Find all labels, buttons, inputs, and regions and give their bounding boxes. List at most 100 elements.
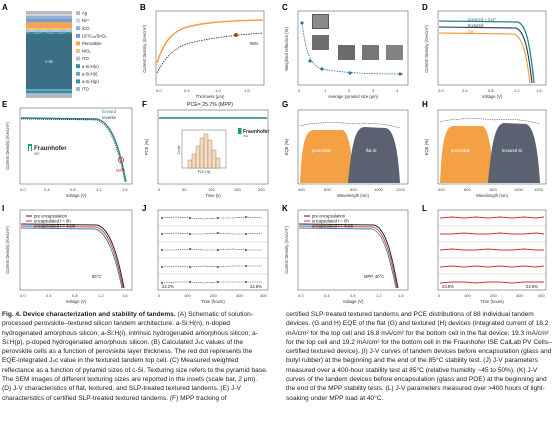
layer-label: ITO [82, 87, 90, 92]
x-axis-label: Time (hours) [480, 299, 504, 304]
panel-letter: D [422, 3, 428, 12]
y-axis-label: EQE (%) [284, 138, 289, 155]
svg-text:1.6: 1.6 [536, 88, 542, 93]
chart-title: PCE= 25.7% (MPP) [187, 102, 233, 108]
panel-letter: A [2, 3, 8, 12]
svg-text:1: 1 [324, 88, 327, 93]
svg-text:1.6: 1.6 [122, 187, 128, 192]
annotation: 95% [250, 41, 259, 46]
svg-text:ISE: ISE [34, 152, 40, 156]
sem-image [362, 45, 379, 60]
y-axis-label: Current Density (mA/cm²) [284, 226, 289, 274]
x-axis-label: Voltage (V) [66, 193, 87, 198]
region-label: perovskite [451, 148, 471, 153]
layer-legend: Ag Ni²⁺ ICO LiF/C₆₀/SnO₂ Perovskite NiOₓ ITO a-… [76, 11, 107, 92]
layer-label: NiOₓ [82, 49, 91, 54]
svg-text:0: 0 [298, 88, 301, 93]
panel-letter: I [2, 204, 5, 213]
svg-text:150: 150 [234, 187, 241, 192]
caption-left-column: Fig. 4. Device characterization and stab… [2, 310, 268, 403]
x-axis-label: Voltage (V) [343, 299, 364, 304]
svg-text:400: 400 [538, 293, 545, 298]
region-label: textured Si [502, 148, 522, 153]
svg-text:0.0: 0.0 [156, 88, 162, 93]
fraunhofer-logo: Fraunhofer ISE [28, 144, 67, 156]
legend-item: reverse [102, 115, 117, 120]
svg-text:100: 100 [208, 187, 215, 192]
panel-b: B 95% 0.0 0.5 1.0 1.5 Thickness (μm) Curren… [140, 3, 270, 101]
start-value: 23.6% [442, 284, 454, 289]
panel-letter: J [142, 204, 147, 213]
tandem-schematic: c-Si Ag Ni²⁺ ICO LiF/C₆₀/SnO₂ Perovskite NiOₓ… [25, 11, 107, 98]
svg-text:1.6: 1.6 [122, 293, 128, 298]
svg-text:Fraunhofer: Fraunhofer [243, 129, 269, 135]
layer-label: a-Si:H(i) [82, 71, 98, 76]
svg-text:600: 600 [324, 187, 331, 192]
svg-text:1.2: 1.2 [96, 187, 102, 192]
legend-item: pre encapsulation [34, 214, 68, 219]
svg-text:100: 100 [464, 293, 471, 298]
panel-h: H perovskite textured Si 400 600 800 1000 12… [422, 100, 552, 200]
svg-text:0.0: 0.0 [20, 187, 26, 192]
layer-swatch [76, 33, 80, 38]
layer-label: Perovskite [82, 41, 102, 46]
caption-right-column: certified SLP-treated textured tandems a… [286, 310, 552, 403]
svg-text:1000: 1000 [374, 187, 384, 192]
layer-label: ITO [82, 56, 90, 61]
layer-swatch [76, 26, 80, 31]
svg-text:0.4: 0.4 [44, 187, 50, 192]
svg-text:1000: 1000 [514, 187, 524, 192]
panel-letter: G [282, 100, 289, 109]
panel-k: K pre encapsulation encapsulated t = 0h … [282, 204, 414, 306]
svg-text:200: 200 [258, 187, 265, 192]
svg-text:400: 400 [298, 187, 305, 192]
x-axis-label: Time (s) [205, 193, 221, 198]
svg-text:1.2: 1.2 [98, 293, 104, 298]
legend-item: encapsulated t = 0h [34, 219, 71, 224]
svg-text:PCE (%): PCE (%) [198, 170, 210, 174]
y-axis-label: PCE (%) [144, 138, 149, 155]
panel-letter: E [2, 100, 8, 109]
svg-text:2: 2 [348, 88, 351, 93]
layer-swatch [76, 18, 80, 23]
svg-text:0.8: 0.8 [488, 88, 494, 93]
panel-l: L 23.6% 23.9% 0 100 200 300 400 Time (hours) [422, 204, 552, 306]
svg-text:400: 400 [260, 293, 267, 298]
panel-j: J 22.2% 22.8% 0 100 200 300 400 Time (hours) [142, 204, 274, 306]
y-axis-label: EQE (%) [424, 138, 429, 155]
svg-text:1200: 1200 [396, 187, 406, 192]
svg-text:0.0: 0.0 [298, 293, 304, 298]
caption-text: certified SLP-treated textured tandems a… [286, 311, 552, 402]
panel-letter: B [140, 3, 146, 12]
svg-text:600: 600 [464, 187, 471, 192]
pce-histogram: Count PCE (%) [177, 129, 227, 174]
y-axis-label: Current Density (mA/cm²) [5, 122, 10, 170]
legend-item: flat [468, 29, 474, 34]
svg-text:0.4: 0.4 [46, 293, 52, 298]
end-value: 23.9% [526, 284, 538, 289]
svg-text:3: 3 [372, 88, 375, 93]
svg-text:800: 800 [490, 187, 497, 192]
panel-letter: H [422, 100, 428, 109]
layer-swatch [76, 64, 80, 69]
bulk-label: c-Si [45, 59, 52, 64]
region-label: perovskite [312, 148, 332, 153]
x-axis-label: Thickness (μm) [196, 94, 225, 99]
legend-item: textured [468, 23, 484, 28]
svg-text:0.4: 0.4 [462, 88, 468, 93]
legend-item: pre encapsulation [312, 214, 346, 219]
legend-item: textured + SLP [468, 17, 496, 22]
panel-i: I pre encapsulation encapsulated t = 0h … [2, 204, 138, 306]
y-axis-label: Current Density (mA/cm²) [142, 25, 147, 73]
mpp-marker [117, 156, 125, 164]
svg-text:0.8: 0.8 [72, 293, 78, 298]
y-axis-label: Weighted reflection (%) [284, 27, 289, 71]
svg-text:800: 800 [350, 187, 357, 192]
layer-swatch [76, 49, 80, 53]
layer-label: Ni²⁺ [82, 18, 90, 23]
svg-text:200: 200 [210, 293, 217, 298]
layer-swatch [76, 71, 80, 76]
fraunhofer-logo: Fraunhofer ISE [238, 128, 269, 138]
mpp-label: MPP [116, 168, 125, 173]
layer-swatch [76, 11, 80, 15]
